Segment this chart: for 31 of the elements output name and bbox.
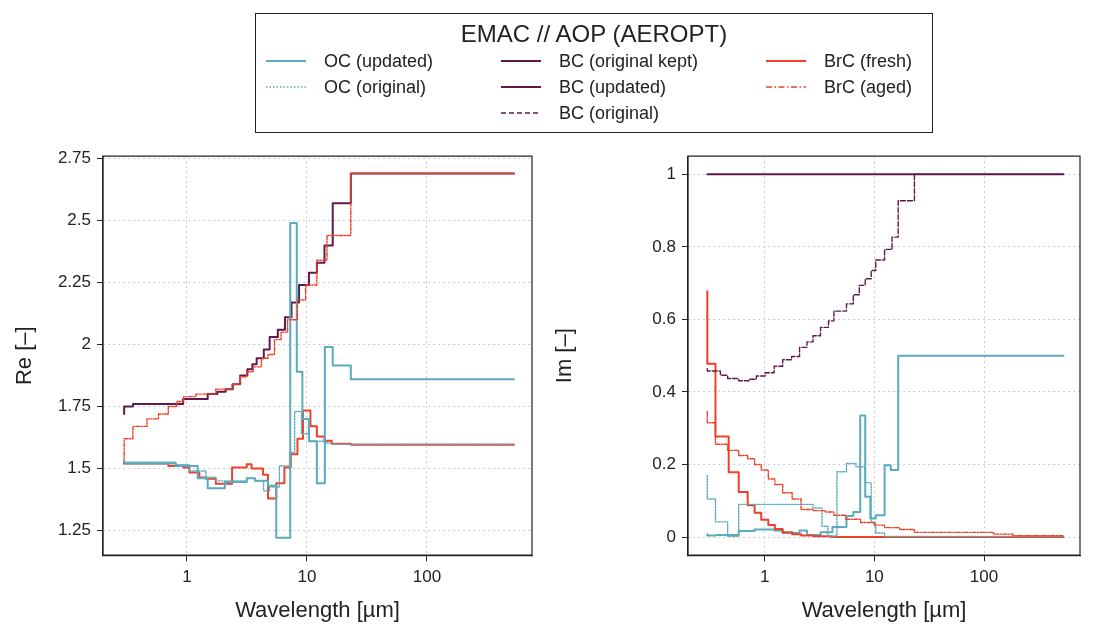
y-tick-label: 1.75 bbox=[57, 396, 91, 416]
y-tick-label: 0.8 bbox=[652, 236, 676, 256]
x-tick-label: 1 bbox=[182, 567, 192, 587]
x-tick-label: 1 bbox=[759, 567, 770, 587]
x-tick-label: 10 bbox=[297, 567, 317, 587]
y-tick-label: 2.5 bbox=[67, 210, 91, 230]
y-tick-label: 0.6 bbox=[652, 309, 676, 329]
legend-label: BC (original) bbox=[558, 102, 660, 124]
legend-label: OC (original) bbox=[324, 76, 427, 98]
x-axis-title: Wavelength [µm] bbox=[235, 596, 400, 622]
y-tick-label: 1 bbox=[666, 164, 676, 184]
legend-label: BrC (fresh) bbox=[823, 50, 912, 72]
legend-label: BrC (aged) bbox=[823, 76, 912, 98]
legend-label: BC (original kept) bbox=[558, 50, 699, 72]
y-axis-title: Im [–] bbox=[551, 328, 577, 384]
y-tick-label: 0.2 bbox=[652, 454, 676, 474]
y-tick-label: 2 bbox=[81, 334, 91, 354]
legend-label: OC (updated) bbox=[324, 50, 434, 72]
x-tick-label: 100 bbox=[412, 567, 442, 587]
legend-label: BC (updated) bbox=[558, 76, 667, 98]
y-tick-label: 2.25 bbox=[57, 272, 91, 292]
legend-title: EMAC // AOP (AEROPT) bbox=[459, 20, 729, 48]
y-axis-title: Re [–] bbox=[11, 326, 37, 386]
y-tick-label: 1.5 bbox=[67, 458, 91, 478]
y-tick-label: 0 bbox=[666, 526, 676, 546]
y-tick-label: 0.4 bbox=[652, 381, 676, 401]
y-tick-label: 2.75 bbox=[57, 148, 91, 168]
x-tick-label: 10 bbox=[864, 567, 884, 587]
y-tick-label: 1.25 bbox=[57, 520, 91, 540]
x-axis-title: Wavelength [µm] bbox=[801, 596, 967, 622]
x-tick-label: 100 bbox=[969, 567, 999, 587]
